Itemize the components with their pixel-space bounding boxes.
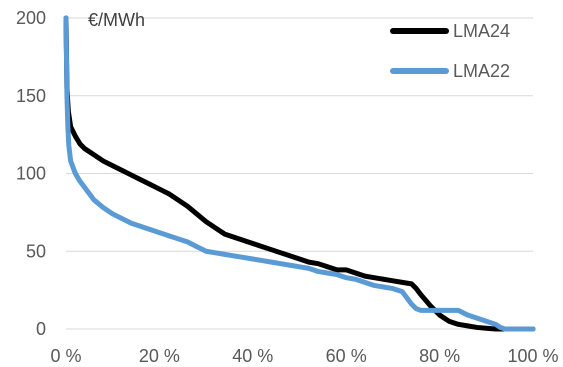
x-tick-label-0: 0 %: [50, 346, 81, 366]
x-tick-label-40: 40 %: [232, 346, 273, 366]
legend: LMA24 LMA22: [390, 21, 510, 81]
series-line-lma24: [63, 15, 536, 332]
y-tick-label-100: 100: [16, 164, 46, 184]
x-tick-label-80: 80 %: [419, 346, 460, 366]
legend-label-lma24: LMA24: [453, 21, 510, 41]
x-axis-labels: 0 % 20 % 40 % 60 % 80 % 100 %: [50, 346, 558, 366]
y-tick-label-200: 200: [16, 8, 46, 28]
y-tick-label-50: 50: [26, 241, 46, 261]
x-tick-label-60: 60 %: [326, 346, 367, 366]
series-line-lma22: [63, 15, 536, 332]
legend-label-lma22: LMA22: [453, 61, 510, 81]
y-tick-label-0: 0: [36, 319, 46, 339]
series-layer: [63, 15, 536, 332]
x-tick-label-20: 20 %: [139, 346, 180, 366]
x-tick-label-100: 100 %: [507, 346, 558, 366]
y-axis-unit-label: €/MWh: [88, 10, 145, 30]
y-axis-labels: 0 50 100 150 200: [16, 8, 46, 339]
y-tick-label-150: 150: [16, 86, 46, 106]
gridlines: [66, 17, 533, 330]
